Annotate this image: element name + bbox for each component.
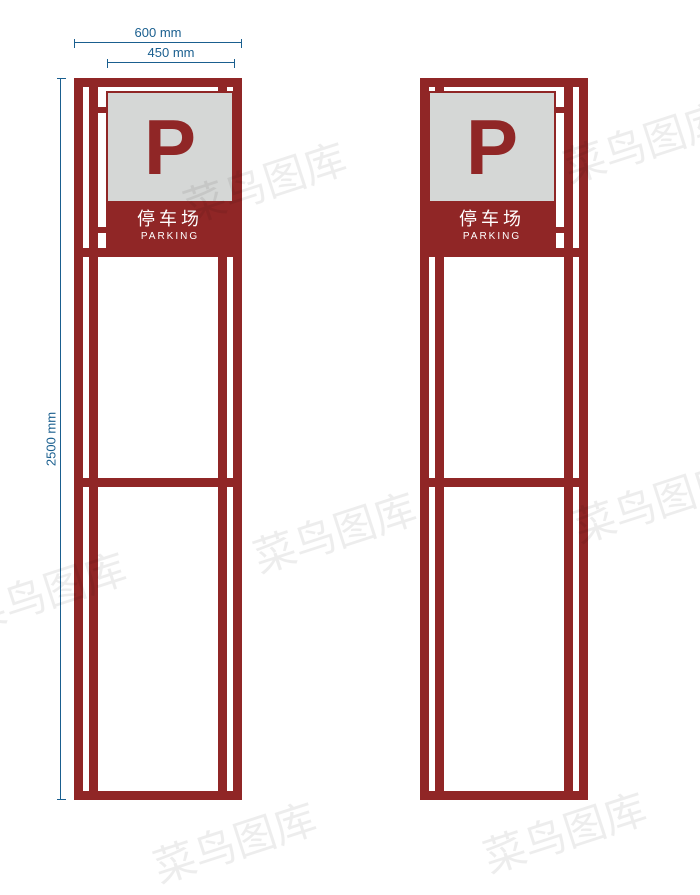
sign-assembly: P 停车场 PARKING bbox=[420, 78, 588, 800]
mount-bracket bbox=[98, 107, 108, 113]
mount-bracket bbox=[554, 227, 564, 233]
sign-top-panel: P bbox=[430, 93, 554, 201]
parking-sign-panel: P 停车场 PARKING bbox=[428, 91, 556, 251]
dimension-vertical: 2500 mm bbox=[60, 78, 61, 800]
dimension-horizontal: 600 mm bbox=[74, 42, 242, 43]
pole-crossbar bbox=[420, 78, 588, 87]
pole-crossbar bbox=[74, 478, 242, 487]
pole-vertical bbox=[89, 78, 98, 800]
pole-vertical bbox=[74, 78, 83, 800]
sign-bottom-panel: 停车场 PARKING bbox=[108, 201, 232, 249]
sign-top-panel: P bbox=[108, 93, 232, 201]
pole-vertical bbox=[579, 78, 588, 800]
mount-bracket bbox=[98, 227, 108, 233]
sign-label-cn: 停车场 bbox=[108, 205, 232, 231]
pole-crossbar bbox=[420, 478, 588, 487]
pole-crossbar bbox=[74, 791, 242, 800]
canvas: 600 mm 450 mm 2500 mm P 停车场 PARKING P 停车… bbox=[0, 0, 700, 828]
sign-bottom-panel: 停车场 PARKING bbox=[430, 201, 554, 249]
dimension-label: 600 mm bbox=[135, 25, 182, 40]
parking-letter: P bbox=[144, 108, 196, 186]
parking-sign-panel: P 停车场 PARKING bbox=[106, 91, 234, 251]
parking-letter: P bbox=[466, 108, 518, 186]
sign-label-en: PARKING bbox=[108, 231, 232, 242]
sign-label-cn: 停车场 bbox=[430, 205, 554, 231]
mount-bracket bbox=[554, 107, 564, 113]
watermark-text: 菜鸟图库 bbox=[245, 476, 424, 586]
pole-vertical bbox=[564, 78, 573, 800]
dimension-label: 450 mm bbox=[148, 45, 195, 60]
watermark-text: 菜鸟图库 bbox=[145, 786, 324, 895]
pole-crossbar bbox=[74, 78, 242, 87]
sign-assembly: P 停车场 PARKING bbox=[74, 78, 242, 800]
pole-vertical bbox=[233, 78, 242, 800]
dimension-horizontal: 450 mm bbox=[107, 62, 235, 63]
dimension-label: 2500 mm bbox=[44, 412, 59, 466]
pole-crossbar bbox=[420, 791, 588, 800]
sign-label-en: PARKING bbox=[430, 231, 554, 242]
